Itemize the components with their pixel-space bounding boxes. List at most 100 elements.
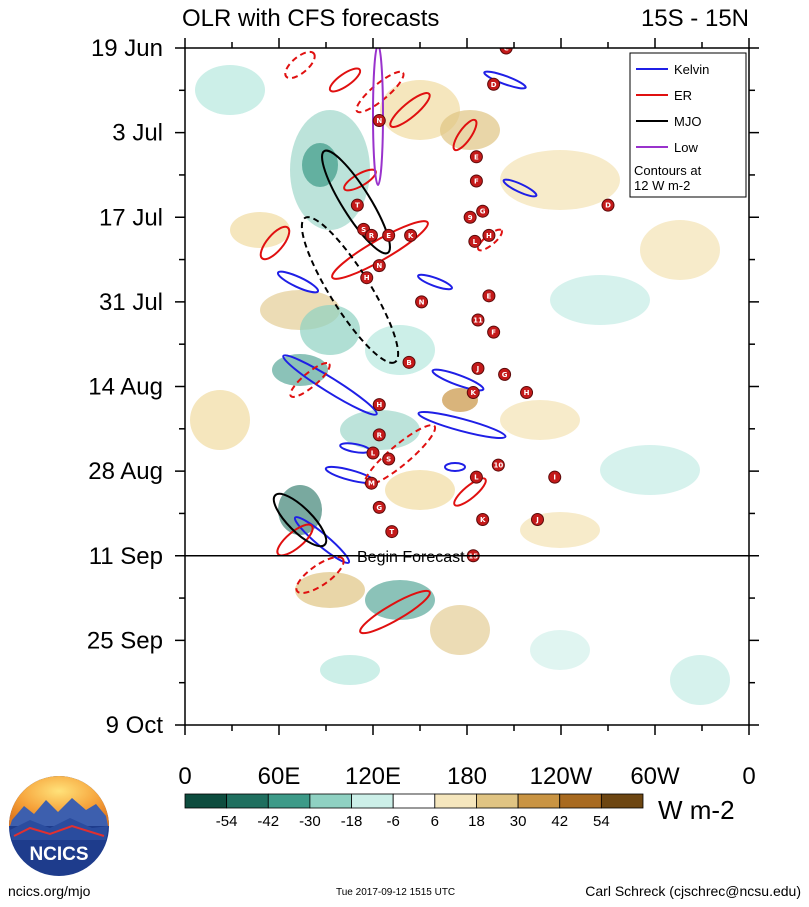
storm-marker: N [372,114,386,128]
storm-icon [372,500,386,514]
storm-label: N [376,262,382,270]
low-contour [372,48,384,186]
storm-icon [415,295,429,309]
colorbar-swatch [267,793,311,809]
storm-label: E [386,232,391,240]
storm-label: F [491,329,496,337]
storm-icon [404,228,418,242]
storm-marker: G [372,500,386,514]
storm-icon [471,313,485,327]
storm-icon [466,386,480,400]
storm-label: K [471,389,477,397]
storm-icon [469,150,483,164]
storm-marker: 9 [463,210,477,224]
x-tick-label: 120W [530,763,593,790]
storm-icon [350,198,364,212]
colorbar-label: 6 [431,813,439,830]
storm-marker: S [382,452,396,466]
colorbar-units: W m-2 [658,795,735,825]
colorbar-label: 30 [510,813,527,830]
storm-label: K [408,232,414,240]
storm-label: N [419,298,425,306]
storm-label: L [371,449,376,457]
legend-label-low: Low [674,140,698,155]
storm-icon [601,198,615,212]
colorbar-swatch [184,793,228,809]
storm-marker: B [402,355,416,369]
y-tick-label: 9 Oct [106,712,164,739]
y-tick-label: 31 Jul [99,289,163,316]
x-tick-label: 60E [258,763,301,790]
kelvin-contours [276,70,538,564]
logo-text: NCICS [29,844,88,865]
storm-icon [402,355,416,369]
storm-icon [366,446,380,460]
forecast-label: Begin Forecast [357,549,465,566]
x-axis: 0 60E 120E 180 120W 60W 0 [178,38,756,790]
storm-icon [469,470,483,484]
legend-note: 12 W m-2 [634,178,690,193]
x-tick-label: 0 [178,763,191,790]
storm-marker: L [469,470,483,484]
storm-label: H [364,274,370,282]
storm-marker: C [499,45,513,55]
storm-label: S [386,456,391,464]
storm-marker: E [482,289,496,303]
footer-url[interactable]: ncics.org/mjo [8,883,91,899]
y-axis: 19 Jun 3 Jul 17 Jul 31 Jul 14 Aug 28 Aug 11 Se… [87,35,759,739]
storm-marker: R [364,228,378,242]
storm-label: K [480,516,486,524]
storm-marker: T [385,525,399,539]
storm-label: D [491,81,497,89]
x-tick-label: 120E [345,763,401,790]
colorbar-swatch [476,793,519,809]
storm-marker: N [372,259,386,273]
y-tick-label: 17 Jul [99,204,163,231]
storm-label: H [376,401,382,409]
x-tick-label: 60W [630,763,680,790]
y-tick-label: 11 Sep [89,543,163,570]
storm-label: J [535,516,539,524]
storm-marker: G [476,204,490,218]
storm-label: L [474,474,479,482]
mjo-contours [272,149,400,548]
storm-icon [468,234,482,248]
storm-marker: H [482,228,496,242]
y-tick-label: 19 Jun [91,35,163,62]
storm-label: M [368,480,375,488]
storm-label: C [504,45,509,53]
y-tick-label: 3 Jul [112,120,163,147]
colorbar-swatch [559,793,602,809]
storm-icon [548,470,562,484]
storm-icon [498,367,512,381]
x-tick-label: 0 [742,763,755,790]
storm-icon [364,476,378,490]
storm-icon [372,259,386,273]
storm-icon [372,398,386,412]
storm-icon [385,525,399,539]
storm-icon [360,271,374,285]
storm-icon [476,512,490,526]
storm-marker: H [372,398,386,412]
storm-icon [487,77,501,91]
storm-marker: 11 [471,313,485,327]
storm-marker: R [372,428,386,442]
storm-label: D [605,202,611,210]
colorbar-label: -18 [341,813,363,830]
colorbar-label: 54 [593,813,610,830]
storm-icon [364,228,378,242]
storm-icon [372,114,386,128]
storm-label: 11 [473,317,483,325]
storm-marker: J [531,512,544,526]
storm-label: G [502,371,508,379]
legend-label-er: ER [674,88,692,103]
storm-marker: K [404,228,418,242]
storm-label: N [376,117,382,125]
storm-marker: L [468,234,482,248]
colorbar-swatch [392,793,436,809]
storm-label: R [377,431,383,439]
legend-note: Contours at [634,163,702,178]
